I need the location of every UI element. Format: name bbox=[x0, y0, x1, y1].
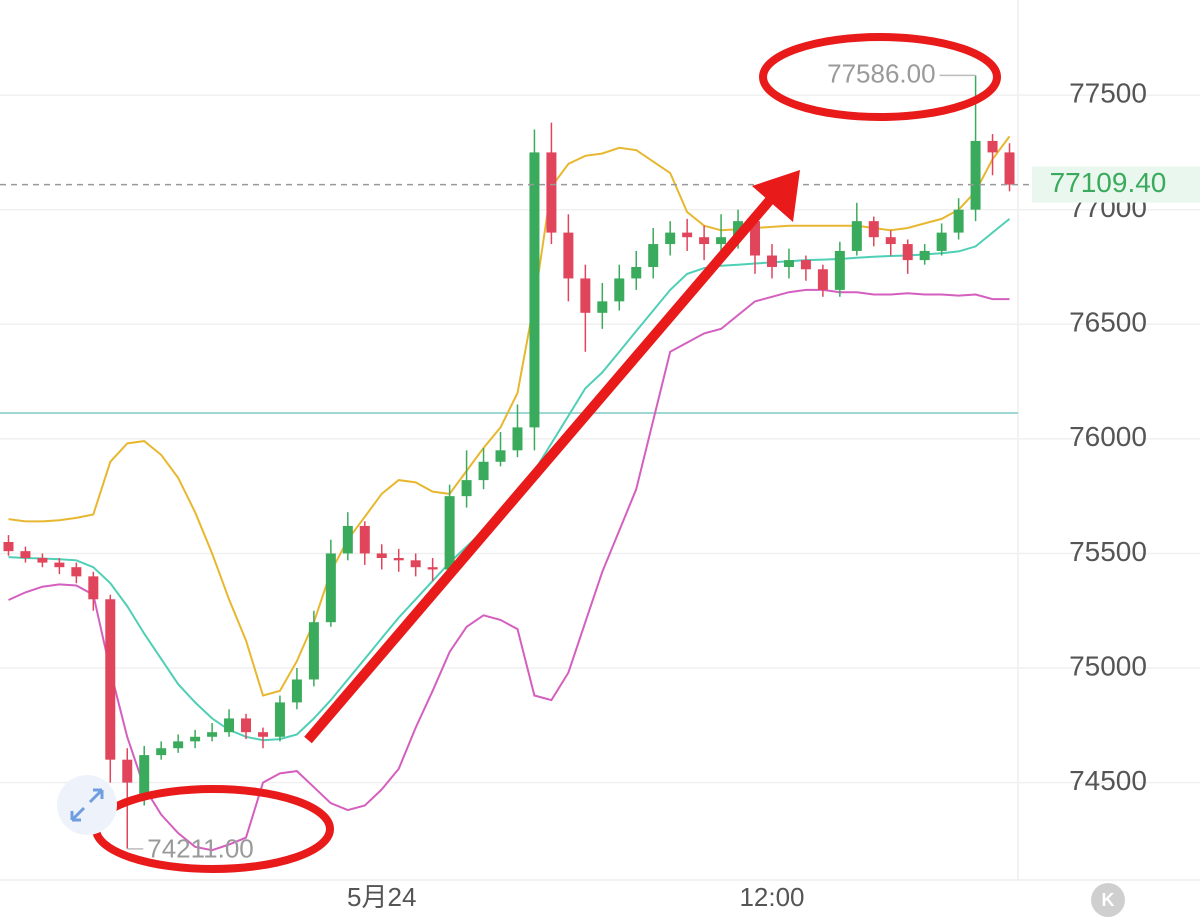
candle-body bbox=[274, 702, 285, 737]
candle-body bbox=[699, 237, 710, 245]
candle-body bbox=[495, 450, 506, 462]
candle-body bbox=[461, 480, 472, 497]
candle-body bbox=[868, 221, 879, 238]
candle-body bbox=[631, 266, 642, 279]
candle-body bbox=[580, 278, 591, 313]
candle-body bbox=[733, 221, 744, 238]
annotation-label: 77586.00 bbox=[827, 58, 935, 88]
candle-body bbox=[376, 553, 387, 559]
candle-body bbox=[224, 718, 235, 733]
candle-body bbox=[393, 558, 404, 561]
candle-body bbox=[20, 551, 31, 559]
last-price-label: 77109.40 bbox=[1050, 167, 1167, 198]
candle-body bbox=[648, 244, 659, 267]
x-tick-label: 5月24 bbox=[347, 882, 416, 912]
candle-body bbox=[54, 562, 65, 568]
candle-body bbox=[919, 250, 930, 261]
candle-body bbox=[291, 679, 302, 703]
candle-body bbox=[529, 152, 540, 428]
candle-body bbox=[546, 152, 557, 233]
candle-body bbox=[834, 250, 845, 290]
candle-body bbox=[139, 755, 150, 795]
candle-body bbox=[105, 599, 116, 760]
candle-body bbox=[953, 209, 964, 233]
y-tick-label: 74500 bbox=[1069, 765, 1147, 796]
expand-icon bbox=[70, 788, 104, 822]
candle-body bbox=[682, 232, 693, 238]
candle-body bbox=[563, 232, 574, 279]
trend-arrow-shaft bbox=[304, 196, 774, 744]
y-tick-label: 76500 bbox=[1069, 307, 1147, 338]
candle-body bbox=[342, 525, 353, 554]
candle-body bbox=[359, 525, 370, 554]
candle-body bbox=[987, 140, 998, 153]
overlay: K bbox=[57, 33, 1125, 917]
candle-body bbox=[783, 260, 794, 267]
candle-body bbox=[716, 237, 727, 245]
x-tick-label: 12:00 bbox=[739, 882, 804, 912]
expand-button[interactable] bbox=[57, 775, 117, 835]
candle-body bbox=[444, 496, 455, 570]
badge-text: K bbox=[1102, 890, 1115, 910]
grid bbox=[0, 94, 1200, 784]
candle-body bbox=[122, 759, 133, 783]
candle-body bbox=[257, 732, 268, 737]
candle-body bbox=[3, 541, 14, 552]
candle-body bbox=[241, 718, 252, 733]
last-price-box bbox=[1032, 166, 1200, 203]
candle-body bbox=[597, 301, 608, 313]
candle-body bbox=[427, 567, 438, 570]
candle-body bbox=[410, 560, 421, 568]
candle-body bbox=[902, 244, 913, 261]
candle-body bbox=[207, 732, 218, 737]
candle-body bbox=[325, 553, 336, 623]
candle-body bbox=[1004, 152, 1015, 185]
band-line bbox=[8, 135, 1011, 697]
candle-body bbox=[478, 461, 489, 481]
candle-body bbox=[936, 232, 947, 251]
candle-body bbox=[614, 278, 625, 302]
candle-body bbox=[156, 748, 167, 756]
candle-body bbox=[817, 269, 828, 290]
candle-body bbox=[970, 140, 981, 210]
candle-body bbox=[851, 221, 862, 251]
trend-arrow-head bbox=[752, 170, 800, 222]
badge-circle[interactable] bbox=[1091, 883, 1125, 917]
candle-body bbox=[665, 232, 676, 245]
candle-body bbox=[885, 237, 896, 245]
candle-body bbox=[190, 736, 201, 742]
y-tick-label: 75500 bbox=[1069, 536, 1147, 567]
candle-body bbox=[750, 221, 761, 256]
candles bbox=[3, 75, 1015, 849]
y-tick-label: 77500 bbox=[1069, 77, 1147, 108]
candle-body bbox=[766, 255, 777, 267]
candle-body bbox=[173, 741, 184, 749]
candle-body bbox=[88, 576, 99, 600]
band-line bbox=[8, 218, 1011, 742]
band-line bbox=[8, 288, 1010, 852]
y-tick-label: 75000 bbox=[1069, 650, 1147, 681]
candle-body bbox=[71, 567, 82, 577]
candle-body bbox=[800, 260, 811, 270]
y-tick-label: 76000 bbox=[1069, 421, 1147, 452]
candle-body bbox=[37, 558, 48, 563]
annotation-label: 74211.00 bbox=[147, 834, 254, 864]
candle-body bbox=[512, 427, 523, 451]
highlight-max bbox=[759, 33, 1001, 121]
candle-body bbox=[308, 622, 319, 680]
